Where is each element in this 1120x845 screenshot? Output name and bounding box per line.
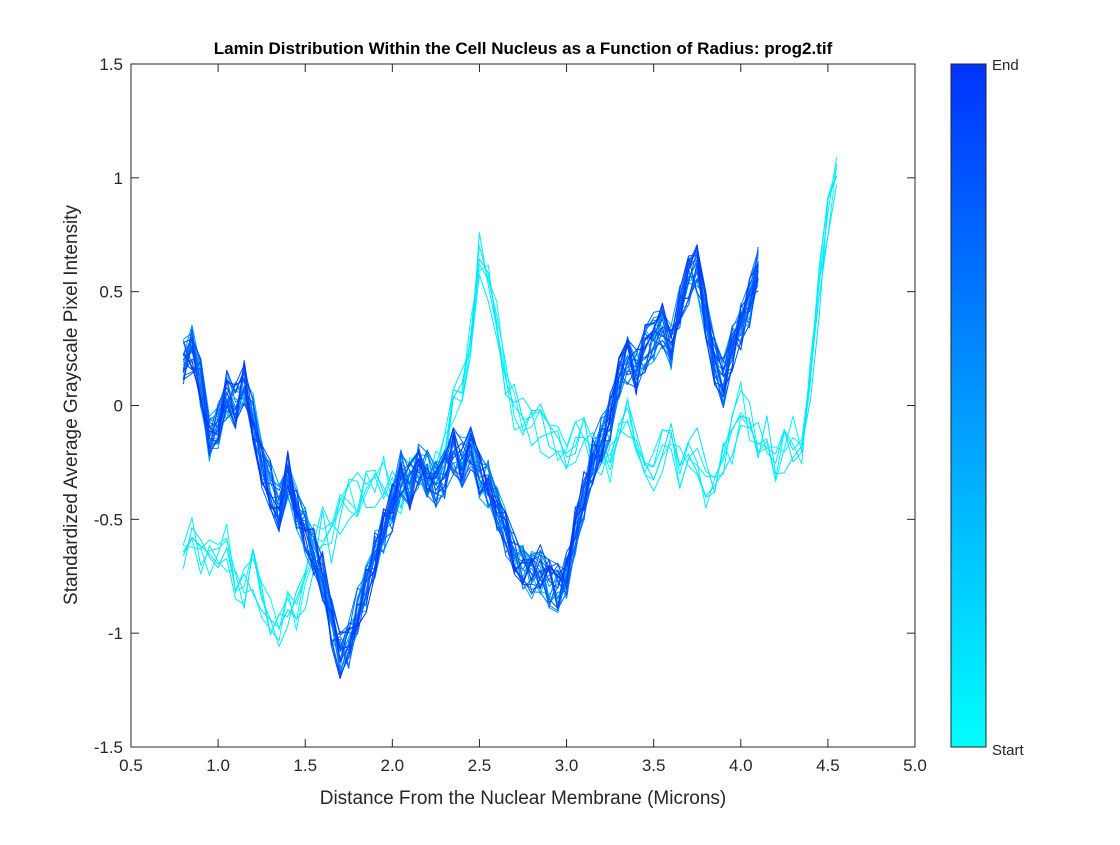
x-tick-label: 3.0	[555, 756, 579, 775]
x-tick-label: 1.5	[293, 756, 317, 775]
x-tick-label: 3.5	[642, 756, 666, 775]
y-tick-label: 0.5	[99, 283, 123, 302]
chart-title: Lamin Distribution Within the Cell Nucle…	[214, 39, 833, 58]
x-tick-label: 4.5	[816, 756, 840, 775]
series-line	[183, 249, 759, 652]
colorbar-start-label: Start	[992, 742, 1025, 759]
y-axis-label: Standardized Average Grayscale Pixel Int…	[61, 205, 82, 605]
series-line	[182, 255, 759, 676]
series-line	[182, 245, 759, 661]
y-tick-label: 1	[114, 169, 123, 188]
series-line	[182, 260, 759, 675]
series-line-start	[182, 175, 838, 636]
x-tick-label: 4.0	[729, 756, 753, 775]
series-line-start	[182, 176, 838, 629]
x-tick-label: 2.0	[381, 756, 405, 775]
colorbar	[950, 63, 987, 748]
series-line-start	[183, 163, 838, 631]
series-line-start	[182, 157, 838, 635]
y-tick-label: 0	[114, 397, 123, 416]
series-line-start	[182, 184, 838, 648]
x-tick-label: 0.5	[119, 756, 143, 775]
x-axis-label: Distance From the Nuclear Membrane (Micr…	[320, 788, 727, 809]
y-tick-label: 1.5	[99, 55, 123, 74]
series-line	[183, 263, 759, 649]
trace-layer	[182, 157, 838, 680]
series-line	[182, 261, 759, 655]
series-line	[182, 250, 759, 636]
y-tick-label: -1	[108, 624, 123, 643]
y-tick-label: -0.5	[94, 510, 123, 529]
x-tick-label: 2.5	[468, 756, 492, 775]
x-tick-label: 1.0	[206, 756, 230, 775]
x-tick-label: 5.0	[903, 756, 927, 775]
y-axis: 1.5 1 0.5 0 -0.5 -1 -1.5	[94, 55, 915, 757]
series-line	[182, 265, 759, 669]
colorbar-end-label: End	[992, 57, 1019, 74]
y-tick-label: -1.5	[94, 738, 123, 757]
x-axis: 0.5 1.0 1.5 2.0 2.5 3.0 3.5 4.0 4.5 5.0	[119, 64, 927, 775]
